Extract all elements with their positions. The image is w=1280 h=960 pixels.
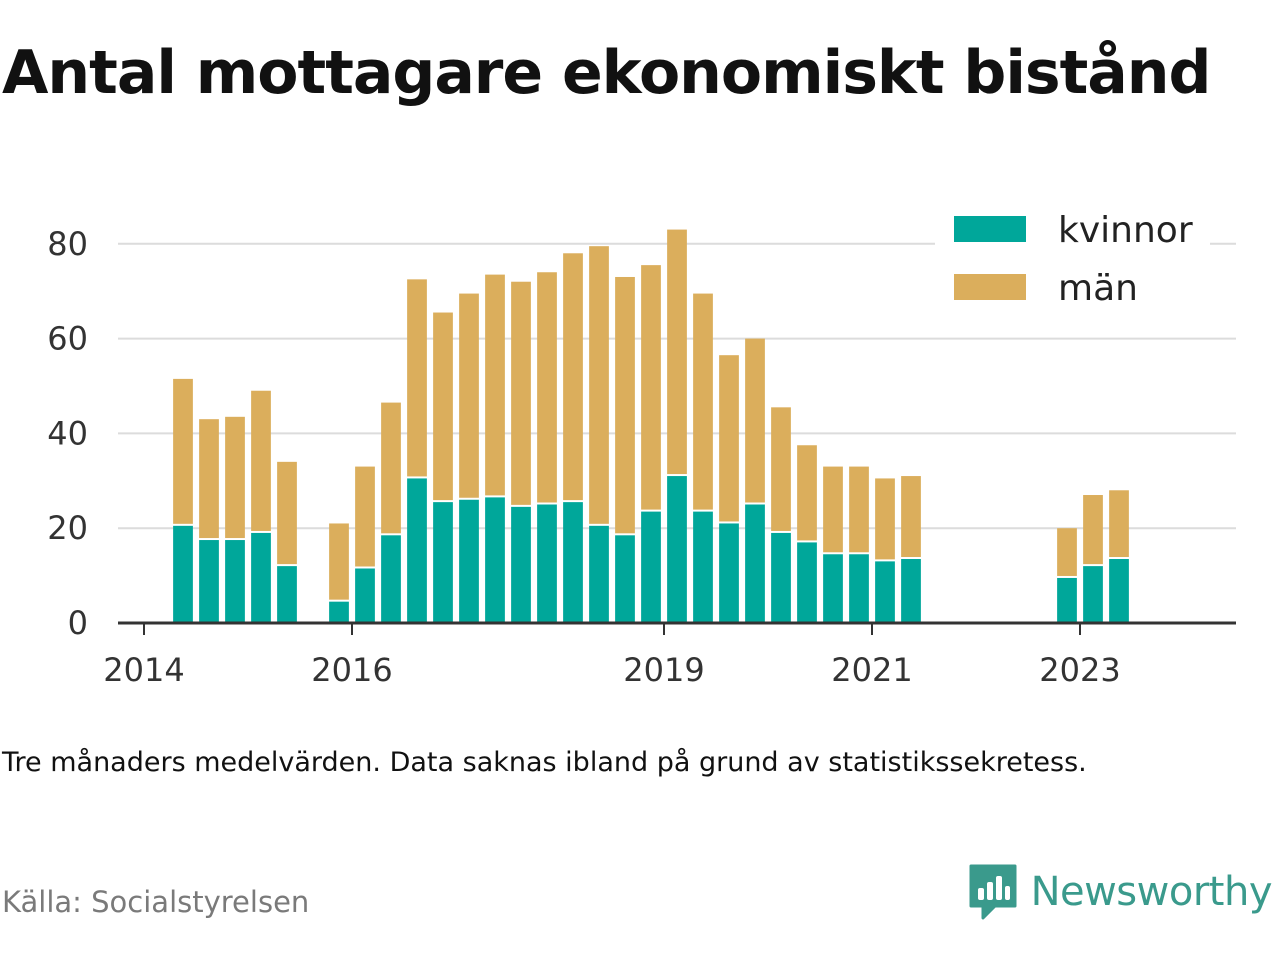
bar-män [511, 281, 531, 505]
legend-label-kvinnor: kvinnor [1058, 210, 1193, 251]
legend-label-män: män [1058, 268, 1138, 309]
bar-män [485, 274, 505, 496]
x-tick-label: 2016 [311, 651, 392, 689]
bar-kvinnor [693, 511, 713, 623]
bar-män [433, 312, 453, 501]
bar-män [381, 402, 401, 534]
bars [173, 229, 1129, 623]
source-label: Källa: Socialstyrelsen [2, 885, 310, 919]
newsworthy-bar-chart-icon [969, 864, 1017, 920]
bar-män [1057, 528, 1077, 576]
bar-män [1083, 495, 1103, 565]
bar-män [589, 246, 609, 524]
bar-män [771, 407, 791, 531]
bar-män [459, 293, 479, 498]
bar-män [173, 378, 193, 524]
bar-kvinnor [771, 532, 791, 623]
bar-män [277, 461, 297, 565]
x-tick-label: 2014 [103, 651, 184, 689]
bar-kvinnor [329, 601, 349, 623]
axes: 0 20 40 60 80 2014 2016 2019 2021 2023 [47, 225, 1236, 689]
bar-kvinnor [433, 502, 453, 623]
bar-män [199, 419, 219, 539]
bar-kvinnor [485, 497, 505, 623]
x-tick-label: 2023 [1039, 651, 1120, 689]
bar-kvinnor [641, 511, 661, 623]
bar-kvinnor [1057, 577, 1077, 623]
bar-kvinnor [719, 523, 739, 623]
bar-män [563, 253, 583, 501]
bar-män [901, 476, 921, 558]
bar-män [745, 338, 765, 503]
bar-män [537, 272, 557, 503]
bar-kvinnor [407, 478, 427, 623]
bar-kvinnor [589, 525, 609, 623]
y-tick-label: 40 [47, 414, 88, 452]
bar-kvinnor [511, 506, 531, 623]
bar-män [823, 466, 843, 553]
bar-män [407, 279, 427, 477]
legend-swatch-män [954, 274, 1026, 300]
chart-title: Antal mottagare ekonomiskt bistånd [2, 38, 1211, 108]
stacked-bar-chart: 0 20 40 60 80 2014 2016 2019 2021 2023 kvinnor män [47, 208, 1236, 689]
bar-män [225, 416, 245, 539]
bar-kvinnor [667, 476, 687, 623]
bar-män [251, 390, 271, 531]
bar-kvinnor [173, 525, 193, 623]
y-tick-label: 60 [47, 320, 88, 358]
bar-kvinnor [459, 499, 479, 623]
bar-män [355, 466, 375, 567]
x-tick-label: 2021 [831, 651, 912, 689]
bar-män [797, 445, 817, 541]
y-tick-label: 80 [47, 225, 88, 263]
y-tick-label: 0 [68, 604, 88, 642]
bar-kvinnor [797, 542, 817, 623]
bar-män [329, 523, 349, 600]
bar-kvinnor [225, 540, 245, 623]
bar-kvinnor [537, 504, 557, 623]
bar-män [849, 466, 869, 553]
chart-note: Tre månaders medelvärden. Data saknas ib… [2, 747, 1087, 778]
bar-kvinnor [901, 559, 921, 623]
bar-kvinnor [1109, 559, 1129, 623]
bar-kvinnor [1083, 566, 1103, 623]
bar-män [641, 265, 661, 510]
bar-män [693, 293, 713, 510]
bar-kvinnor [875, 561, 895, 623]
bar-kvinnor [199, 540, 219, 623]
x-tick-label: 2019 [623, 651, 704, 689]
bar-män [719, 355, 739, 522]
bar-kvinnor [745, 504, 765, 623]
bar-kvinnor [615, 535, 635, 623]
bar-kvinnor [823, 554, 843, 623]
bar-kvinnor [849, 554, 869, 623]
bar-kvinnor [381, 535, 401, 623]
bar-kvinnor [251, 532, 271, 623]
legend: kvinnor män [935, 208, 1210, 328]
bar-män [667, 229, 687, 475]
brand-name: Newsworthy [1030, 869, 1273, 915]
bar-kvinnor [355, 568, 375, 623]
bar-män [1109, 490, 1129, 558]
bar-män [875, 478, 895, 560]
bar-kvinnor [563, 502, 583, 623]
bar-kvinnor [277, 566, 297, 623]
brand-logo: Newsworthy [967, 862, 1273, 922]
bar-män [615, 276, 635, 534]
y-tick-label: 20 [47, 509, 88, 547]
legend-swatch-kvinnor [954, 216, 1026, 242]
